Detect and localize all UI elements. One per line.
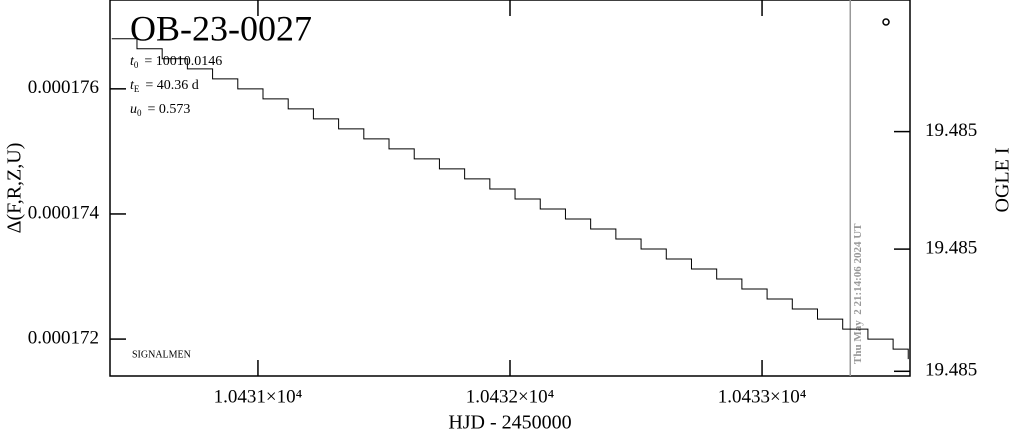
- y2-tick-label: 19.485: [925, 120, 977, 141]
- annotation-subscript: E: [134, 84, 140, 94]
- marker-symbol: [882, 18, 890, 26]
- plot-frame: [109, 0, 911, 377]
- annotation-symbol: t: [130, 54, 135, 69]
- annotation-subscript: 0: [137, 108, 142, 118]
- x-tick-label: 1.0432×10⁴: [466, 386, 555, 407]
- annotation-text: = 10010.0146: [144, 54, 222, 69]
- x-axis-label: HJD - 2450000: [448, 412, 571, 434]
- annotation-text: = 0.573: [148, 102, 191, 117]
- annotation: t0 = 10010.0146: [130, 54, 222, 70]
- annotation-symbol: t: [130, 78, 135, 93]
- y2-tick-label: 19.485: [925, 237, 977, 258]
- y2-tick-label: 19.485: [925, 360, 977, 381]
- annotation: tE = 40.36 d: [130, 78, 199, 94]
- y-tick-label: 0.000174: [28, 202, 100, 223]
- time-marker-label: Thu May 2 21:14:06 2024 UT: [852, 223, 864, 364]
- y-axis-label: Δ(F,R,Z,U): [4, 143, 26, 234]
- annotation-symbol: u: [130, 102, 137, 117]
- annotation-subscript: 0: [134, 60, 139, 70]
- x-tick-label: 1.0431×10⁴: [214, 386, 303, 407]
- light-curve: [111, 38, 909, 360]
- y-tick-label: 0.000172: [28, 327, 99, 348]
- annotation: u0 = 0.573: [130, 102, 190, 118]
- x-tick-label: 1.0433×10⁴: [718, 386, 807, 407]
- footnote: SIGNALMEN: [132, 349, 191, 360]
- y2-axis-label: OGLE I: [992, 148, 1014, 213]
- annotation-text: = 40.36 d: [145, 78, 198, 93]
- chart-title: OB-23-0027: [130, 8, 312, 48]
- y-tick-label: 0.000176: [28, 77, 99, 98]
